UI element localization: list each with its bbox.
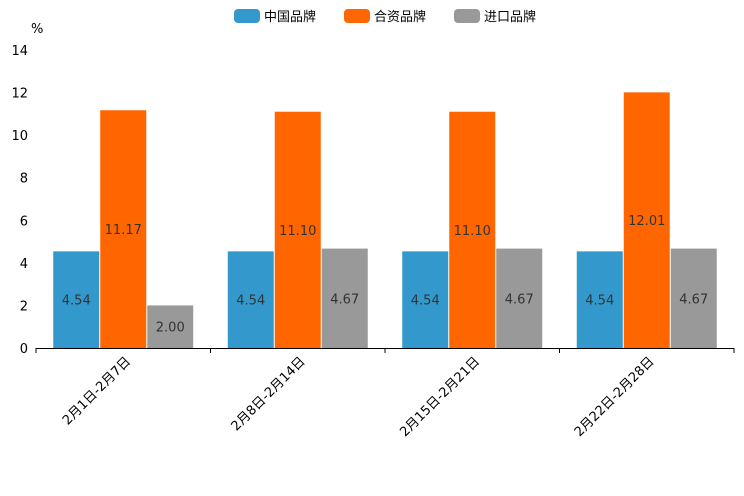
data-label: 11.17 [105,223,142,238]
bar [402,251,449,348]
bar [227,251,274,348]
legend: 中国品牌 合资品牌 进口品牌 [234,9,536,25]
legend-swatch [234,9,260,23]
bar [449,111,496,348]
x-axis: 2月1日-2月7日 2月8日-2月14日 2月15日-2月21日 2月22日-2月28… [35,348,735,440]
bar [274,111,321,348]
y-tick-label: 2 [20,299,28,314]
data-label: 11.10 [279,224,316,239]
data-label: 4.67 [330,292,359,307]
y-tick-label: 8 [20,172,28,187]
data-label: 4.54 [585,294,614,309]
y-tick-label: 6 [20,214,28,229]
y-tick-label: 12 [11,87,28,102]
bar [147,305,194,348]
bar [53,251,100,348]
y-axis-ticks: 0 2 4 6 8 10 12 14 [11,44,28,357]
bar [321,248,368,348]
data-labels: 4.54 11.17 2.00 4.54 11.10 4.67 4.54 11.10 4.67 4… [62,214,708,336]
x-tick-label: 2月15日-2月21日 [397,354,483,440]
bar [100,110,147,348]
data-label: 4.54 [411,294,440,309]
legend-label[interactable]: 中国品牌 [264,9,316,25]
legend-swatch [454,9,480,23]
data-label: 12.01 [628,214,665,229]
y-tick-label: 4 [20,257,28,272]
data-label: 2.00 [156,321,185,336]
bar [496,248,543,348]
data-label: 4.54 [236,294,265,309]
legend-label[interactable]: 合资品牌 [374,9,426,25]
data-label: 11.10 [454,224,491,239]
y-tick-label: 10 [11,129,28,144]
bar [576,251,623,348]
legend-swatch [344,9,370,23]
y-axis-unit-label: % [31,22,43,37]
x-tick-label: 2月22日-2月28日 [572,354,658,440]
bar [623,92,670,348]
y-tick-label: 0 [20,342,28,357]
y-tick-label: 14 [11,44,28,59]
x-tick-label: 2月8日-2月14日 [229,354,309,434]
x-tick-label: 2月1日-2月7日 [60,354,134,428]
bars [53,92,717,348]
data-label: 4.67 [679,292,708,307]
data-label: 4.67 [505,292,534,307]
legend-label[interactable]: 进口品牌 [484,9,536,25]
bar [670,248,717,348]
data-label: 4.54 [62,294,91,309]
